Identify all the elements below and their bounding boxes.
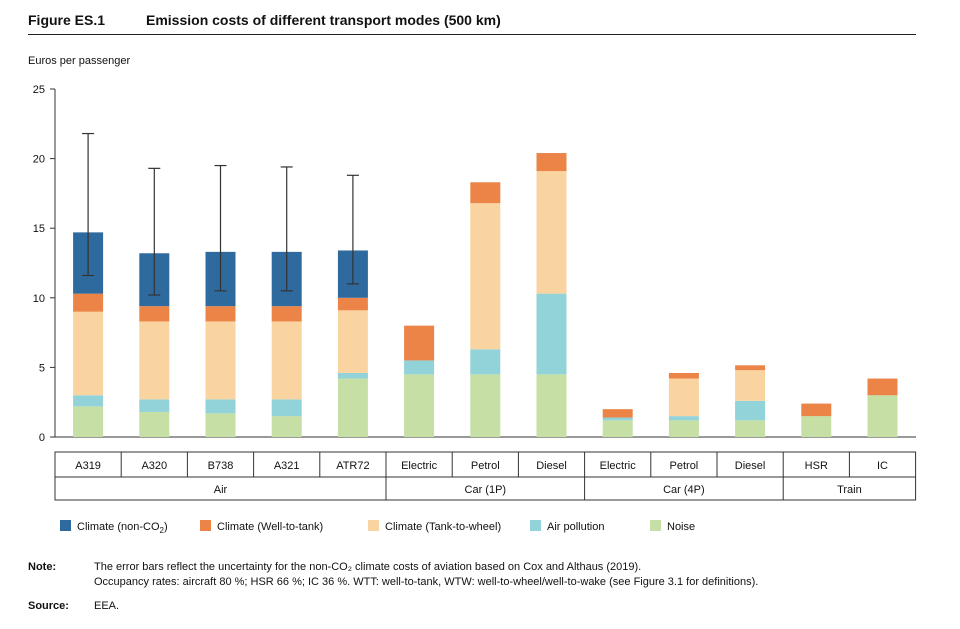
bar-segment: [73, 311, 104, 396]
y-tick-label: 25: [33, 84, 45, 96]
note-text: The error bars reflect the uncertainty f…: [94, 560, 914, 590]
title-divider: [28, 34, 916, 35]
figure-number: Figure ES.1: [28, 12, 106, 28]
x-tick-label: Petrol: [670, 460, 699, 472]
group-label: Car (4P): [663, 484, 705, 496]
figure-title-row: Figure ES.1 Emission costs of different …: [28, 12, 916, 34]
category-table-border: [54, 451, 917, 501]
x-tick-label: Electric: [401, 460, 438, 472]
bar-segment: [536, 374, 567, 437]
bar-segment: [668, 416, 699, 421]
group-label: Car (1P): [465, 484, 507, 496]
bar-segment: [139, 306, 170, 322]
bar-segment: [735, 420, 766, 437]
bar-segment: [470, 182, 501, 204]
bar-segment: [404, 325, 435, 361]
legend-label: Climate (Well-to-tank): [217, 521, 323, 533]
legend-swatch: [530, 520, 541, 531]
bar-segment: [205, 321, 236, 400]
bar-segment: [735, 400, 766, 421]
legend-swatch: [200, 520, 211, 531]
bar-segment: [73, 406, 104, 437]
bar-segment: [271, 306, 302, 322]
bar-segment: [536, 153, 567, 172]
legend-label: Air pollution: [547, 521, 604, 533]
bar-segment: [139, 321, 170, 400]
group-label: Air: [214, 484, 228, 496]
group-label: Train: [837, 484, 862, 496]
bar-segment: [536, 171, 567, 294]
bar-segment: [73, 395, 104, 407]
bar-segment: [735, 370, 766, 401]
bar-segment: [404, 374, 435, 437]
bar-segment: [139, 399, 170, 412]
bar-segment: [205, 399, 236, 414]
x-tick-label: A321: [274, 460, 300, 472]
bar-segment: [271, 321, 302, 400]
y-tick-label: 15: [33, 223, 45, 235]
bar-segment: [271, 416, 302, 437]
legend-swatch: [60, 520, 71, 531]
x-tick-label: Petrol: [471, 460, 500, 472]
legend-swatch: [368, 520, 379, 531]
bar-segment: [470, 349, 501, 375]
legend-label: Climate (Tank-to-wheel): [385, 521, 501, 533]
bar-segment: [668, 420, 699, 437]
bar-segment: [205, 306, 236, 322]
note-line-2: Occupancy rates: aircraft 80 %; HSR 66 %…: [94, 576, 759, 588]
note-label: Note:: [28, 561, 57, 573]
bar-segment: [337, 372, 368, 379]
bar-segment: [867, 378, 898, 396]
bar-segment: [205, 413, 236, 437]
figure-title: Emission costs of different transport mo…: [146, 12, 501, 28]
source-label: Source:: [28, 600, 69, 612]
bar-segment: [602, 409, 633, 418]
y-tick-label: 0: [39, 432, 45, 444]
bar-segment: [470, 374, 501, 437]
y-tick-label: 10: [33, 293, 45, 305]
bar-segment: [735, 365, 766, 371]
y-tick-label: 5: [39, 362, 45, 374]
bar-segment: [337, 310, 368, 373]
bar-segment: [668, 372, 699, 379]
bar-segment: [337, 297, 368, 311]
legend-swatch: [650, 520, 661, 531]
source-text: EEA.: [94, 600, 120, 612]
x-tick-label: Diesel: [735, 460, 766, 472]
bar-segment: [801, 403, 832, 417]
x-tick-label: A320: [141, 460, 167, 472]
bar-segment: [867, 395, 898, 437]
x-tick-label: ATR72: [336, 460, 369, 472]
bar-segment: [470, 203, 501, 350]
stacked-bar-chart: Euros per passenger 0 5 10 15 20 25 A319 A320 B73…: [28, 55, 917, 535]
x-tick-label: A319: [75, 460, 101, 472]
bar-segment: [404, 360, 435, 375]
bar-segment: [602, 420, 633, 437]
bar-segment: [139, 411, 170, 437]
bar-segment: [668, 378, 699, 417]
bar-segment: [602, 417, 633, 421]
legend-label: Noise: [667, 521, 695, 533]
y-tick-label: 20: [33, 154, 45, 166]
bar-segment: [271, 399, 302, 417]
bar-segment: [73, 293, 104, 312]
x-tick-label: Diesel: [536, 460, 567, 472]
y-axis-label: Euros per passenger: [28, 55, 130, 67]
legend-label: Climate (non-CO2): [77, 521, 168, 535]
x-tick-label: Electric: [600, 460, 637, 472]
x-tick-label: B738: [208, 460, 234, 472]
bar-segment: [337, 378, 368, 437]
bar-segment: [536, 293, 567, 375]
bar-segment: [801, 416, 832, 437]
x-tick-label: HSR: [805, 460, 828, 472]
note-line-1: The error bars reflect the uncertainty f…: [94, 561, 642, 573]
x-tick-label: IC: [877, 460, 888, 472]
